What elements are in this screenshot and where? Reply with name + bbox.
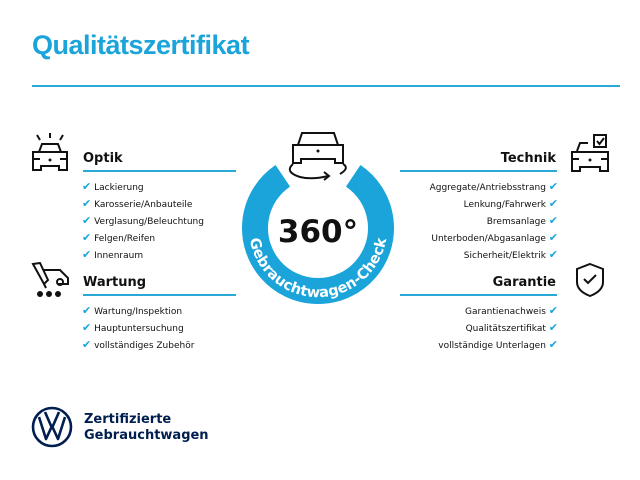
checklist-item: Qualitätszertifikat ✔ xyxy=(438,320,558,337)
check-icon: ✔ xyxy=(548,248,558,261)
car-checklist-icon xyxy=(571,134,609,172)
checklist-item-label: Bremsanlage xyxy=(486,217,546,227)
check-icon: ✔ xyxy=(548,214,558,227)
optik-divider xyxy=(83,170,236,172)
checklist-item-label: Innenraum xyxy=(94,251,144,261)
checklist-item: Garantienachweis ✔ xyxy=(438,303,558,320)
brand-line2: Gebrauchtwagen xyxy=(84,428,209,443)
check-icon: ✔ xyxy=(548,231,558,244)
wartung-list: ✔ Wartung/Inspektion ✔ Hauptuntersuchung ✔… xyxy=(82,303,194,354)
badge-ring xyxy=(242,165,394,304)
checklist-item: ✔ Verglasung/Beleuchtung xyxy=(82,213,204,230)
check-icon: ✔ xyxy=(82,321,92,334)
checklist-item: ✔ Karosserie/Anbauteile xyxy=(82,196,204,213)
section-title-optik: Optik xyxy=(83,151,123,166)
service-tools-icon xyxy=(31,262,69,297)
section-title-wartung: Wartung xyxy=(83,275,147,290)
checklist-item-label: Qualitätszertifikat xyxy=(465,324,546,334)
checklist-item-label: Lackierung xyxy=(94,183,144,193)
optik-list: ✔ Lackierung ✔ Karosserie/Anbauteile ✔ Ver… xyxy=(82,179,204,264)
car-lights-icon xyxy=(32,133,68,171)
title-divider xyxy=(32,85,620,87)
checklist-item: vollständige Unterlagen ✔ xyxy=(438,337,558,354)
checklist-item: ✔ Wartung/Inspektion xyxy=(82,303,194,320)
garantie-divider xyxy=(400,294,557,296)
check-icon: ✔ xyxy=(548,321,558,334)
checklist-item: ✔ Felgen/Reifen xyxy=(82,230,204,247)
check-360-badge: Gebrauchtwagen-Check 360° xyxy=(242,132,394,304)
checklist-item-label: Hauptuntersuchung xyxy=(94,324,184,334)
checklist-item-label: Aggregate/Antriebsstrang xyxy=(429,183,546,193)
checklist-item: ✔ Hauptuntersuchung xyxy=(82,320,194,337)
checklist-item-label: vollständige Unterlagen xyxy=(438,341,546,351)
badge-value: 360° xyxy=(278,214,358,250)
vw-logo xyxy=(31,406,73,448)
check-icon: ✔ xyxy=(82,231,92,244)
check-icon: ✔ xyxy=(82,197,92,210)
check-icon: ✔ xyxy=(548,338,558,351)
checklist-item-label: vollständiges Zubehör xyxy=(94,341,195,351)
check-icon: ✔ xyxy=(82,304,92,317)
checklist-item: ✔ vollständiges Zubehör xyxy=(82,337,194,354)
checklist-item-label: Garantienachweis xyxy=(464,307,546,317)
technik-list: Aggregate/Antriebsstrang ✔ Lenkung/Fahrwe… xyxy=(430,179,558,264)
shield-check-icon xyxy=(576,262,604,298)
garantie-list: Garantienachweis ✔ Qualitätszertifikat ✔ v… xyxy=(438,303,558,354)
checklist-item-label: Karosserie/Anbauteile xyxy=(94,200,193,210)
wartung-divider xyxy=(83,294,236,296)
checklist-item-label: Unterboden/Abgasanlage xyxy=(431,234,546,244)
checklist-item: Unterboden/Abgasanlage ✔ xyxy=(430,230,558,247)
technik-divider xyxy=(400,170,557,172)
checklist-item-label: Verglasung/Beleuchtung xyxy=(94,217,204,227)
check-icon: ✔ xyxy=(82,180,92,193)
section-title-garantie: Garantie xyxy=(492,275,556,290)
brand-line1: Zertifizierte xyxy=(84,412,172,427)
checklist-item-label: Sicherheit/Elektrik xyxy=(463,251,546,261)
check-icon: ✔ xyxy=(548,304,558,317)
checklist-item: Sicherheit/Elektrik ✔ xyxy=(430,247,558,264)
checklist-item: ✔ Innenraum xyxy=(82,247,204,264)
checklist-item-label: Felgen/Reifen xyxy=(94,234,156,244)
check-icon: ✔ xyxy=(548,197,558,210)
checklist-item: Lenkung/Fahrwerk ✔ xyxy=(430,196,558,213)
section-title-technik: Technik xyxy=(500,151,556,166)
checklist-item: Aggregate/Antriebsstrang ✔ xyxy=(430,179,558,196)
checklist-item: ✔ Lackierung xyxy=(82,179,204,196)
car-rotate-icon xyxy=(288,132,347,181)
checklist-item-label: Lenkung/Fahrwerk xyxy=(463,200,546,210)
check-icon: ✔ xyxy=(548,180,558,193)
check-icon: ✔ xyxy=(82,338,92,351)
page-title: Qualitätszertifikat xyxy=(32,30,250,60)
checklist-item-label: Wartung/Inspektion xyxy=(94,307,183,317)
check-icon: ✔ xyxy=(82,214,92,227)
check-icon: ✔ xyxy=(82,248,92,261)
checklist-item: Bremsanlage ✔ xyxy=(430,213,558,230)
brand-label: Zertifizierte Gebrauchtwagen xyxy=(84,412,209,444)
